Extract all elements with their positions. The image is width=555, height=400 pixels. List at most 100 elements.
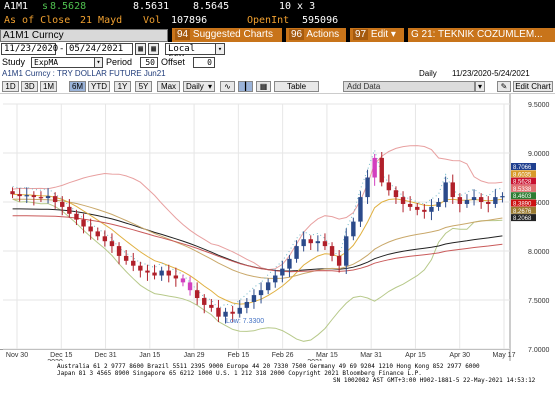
chevron-down-icon[interactable]: ▾ bbox=[215, 43, 225, 55]
x-tick-label: Jan 15 bbox=[139, 352, 160, 359]
grid-icon[interactable]: ▦ bbox=[256, 81, 271, 92]
actions-num: 96 bbox=[289, 29, 305, 40]
offset-text: 0 bbox=[207, 58, 212, 67]
period-ytd-button[interactable]: YTD bbox=[88, 81, 110, 92]
add-data-button[interactable]: Add Data bbox=[343, 81, 475, 92]
candle-body bbox=[24, 195, 29, 197]
candle-body bbox=[109, 241, 115, 247]
suggested-label: Suggested Charts bbox=[192, 29, 273, 40]
price-label-box bbox=[511, 170, 536, 178]
candle-body bbox=[344, 236, 349, 266]
candle-body bbox=[422, 209, 427, 212]
chart-title-tab[interactable]: G 21: TEKNIK COZUMLEM... bbox=[408, 28, 555, 42]
ticker: A1M1 bbox=[4, 1, 29, 12]
candle-body bbox=[131, 260, 136, 266]
suggested-charts-button[interactable]: 94 Suggested Charts bbox=[172, 28, 282, 42]
candle-body bbox=[230, 311, 235, 314]
candle-body bbox=[379, 157, 384, 183]
chevron-down-icon[interactable]: ▾ bbox=[475, 81, 485, 92]
period-3d-button[interactable]: 3D bbox=[21, 81, 38, 92]
end-date-field[interactable]: 05/24/2021 bbox=[66, 43, 133, 55]
candle-body bbox=[365, 177, 370, 198]
candle-body bbox=[493, 197, 498, 204]
security-field[interactable]: A1M1 Curncy bbox=[0, 29, 168, 42]
candle-body bbox=[400, 197, 406, 204]
calendar-icon[interactable]: ▦ bbox=[135, 43, 146, 55]
table-button[interactable]: Table bbox=[274, 81, 319, 92]
candle-body bbox=[464, 200, 470, 204]
period-1d-button[interactable]: 1D bbox=[2, 81, 19, 92]
footer: Australia 61 2 9777 8600 Brazil 5511 239… bbox=[0, 361, 555, 400]
y-tick-label: 8.5000 bbox=[528, 200, 550, 207]
period-6m-button[interactable]: 6M bbox=[69, 81, 86, 92]
candle-body bbox=[52, 196, 58, 202]
candle-body bbox=[415, 206, 420, 210]
candle-body bbox=[273, 275, 278, 283]
candle-body bbox=[251, 295, 257, 302]
bid-ask-size: 10 x 3 bbox=[279, 1, 316, 12]
candle-body bbox=[457, 197, 463, 204]
candle-body bbox=[258, 290, 264, 296]
frequency-select-text: Daily bbox=[186, 82, 204, 91]
candle-body bbox=[486, 202, 491, 204]
chevron-down-icon: ▾ bbox=[207, 82, 212, 91]
currency-select[interactable]: Local CCY bbox=[165, 43, 217, 64]
candle-body bbox=[74, 213, 79, 220]
x-tick-label: Feb 15 bbox=[227, 352, 249, 359]
ask-price: 8.5645 bbox=[193, 1, 230, 12]
chart-indicators bbox=[12, 145, 503, 342]
vol-label: Vol bbox=[143, 15, 162, 26]
candle-body bbox=[351, 221, 356, 237]
price-chart[interactable]: Nov 30 Dec 15 Dec 31 Jan 15 Jan 29 Feb 15 Feb … bbox=[0, 93, 555, 366]
quote-bar-top: A1M1 s 8.5628 8.5631 8.5645 10 x 3 bbox=[0, 0, 555, 14]
lower-band-line bbox=[12, 198, 503, 342]
candle-body bbox=[500, 196, 505, 198]
period-1m-button[interactable]: 1M bbox=[40, 81, 57, 92]
draw-tools-icon[interactable]: ✎ bbox=[497, 81, 511, 92]
candle-body bbox=[294, 246, 299, 259]
last-price: 8.5628 bbox=[50, 1, 87, 12]
price-label-box bbox=[511, 206, 536, 214]
openint-value: 595096 bbox=[302, 15, 339, 26]
price-label-box bbox=[511, 184, 536, 192]
start-date-field[interactable]: 11/23/2020 bbox=[1, 43, 58, 55]
price-label-box bbox=[511, 177, 536, 185]
candle-body bbox=[173, 275, 179, 279]
period-1y-button[interactable]: 1Y bbox=[114, 81, 131, 92]
y-tick-label: 9.5000 bbox=[528, 102, 550, 109]
study-text: ExpMA bbox=[34, 58, 59, 67]
edit-button[interactable]: 97 Edit ▾ bbox=[350, 28, 404, 42]
period-5y-button[interactable]: 5Y bbox=[135, 81, 152, 92]
period-text: 50 bbox=[145, 58, 155, 67]
candle-body bbox=[81, 219, 86, 227]
line-chart-icon[interactable]: ∿ bbox=[220, 81, 235, 92]
candle-body bbox=[280, 268, 285, 276]
period-max-button[interactable]: Max bbox=[157, 81, 180, 92]
dropdown-arrow-icon: ▾ bbox=[390, 29, 396, 40]
chevron-down-icon[interactable]: ▾ bbox=[94, 57, 103, 68]
y-axis: 9.5000 9.0000 8.5000 8.0000 7.5000 7.0000 bbox=[528, 102, 550, 354]
candle-chart-icon[interactable]: ┃ bbox=[238, 81, 253, 92]
candle-body bbox=[429, 206, 434, 212]
y-tick-label: 8.0000 bbox=[528, 249, 550, 256]
frequency-select[interactable]: Daily ▾ bbox=[183, 81, 215, 92]
period-input[interactable]: 50 bbox=[140, 57, 158, 68]
candle-body bbox=[31, 195, 37, 198]
candle-body bbox=[145, 270, 150, 273]
candle-body bbox=[209, 304, 214, 308]
candle-body bbox=[202, 298, 207, 305]
calendar-end-icon[interactable]: ▦ bbox=[148, 43, 159, 55]
offset-input[interactable]: 0 bbox=[193, 57, 215, 68]
vol-value: 107896 bbox=[171, 15, 208, 26]
price-label-text: 8.5628 bbox=[513, 180, 532, 186]
actions-button[interactable]: 96 Actions ▾ bbox=[286, 28, 346, 54]
chart-svg: Nov 30 Dec 15 Dec 31 Jan 15 Jan 29 Feb 15 Feb … bbox=[0, 94, 550, 366]
candle-body bbox=[436, 202, 441, 207]
candle-body bbox=[393, 190, 399, 198]
study-label: Study bbox=[2, 57, 26, 67]
x-tick-label: Mar 15 bbox=[316, 352, 338, 359]
edit-chart-button[interactable]: Edit Chart bbox=[513, 81, 553, 92]
security-text: A1M1 Curncy bbox=[3, 30, 64, 41]
candle-body bbox=[443, 182, 448, 202]
x-tick-label: Dec 31 bbox=[94, 352, 116, 359]
